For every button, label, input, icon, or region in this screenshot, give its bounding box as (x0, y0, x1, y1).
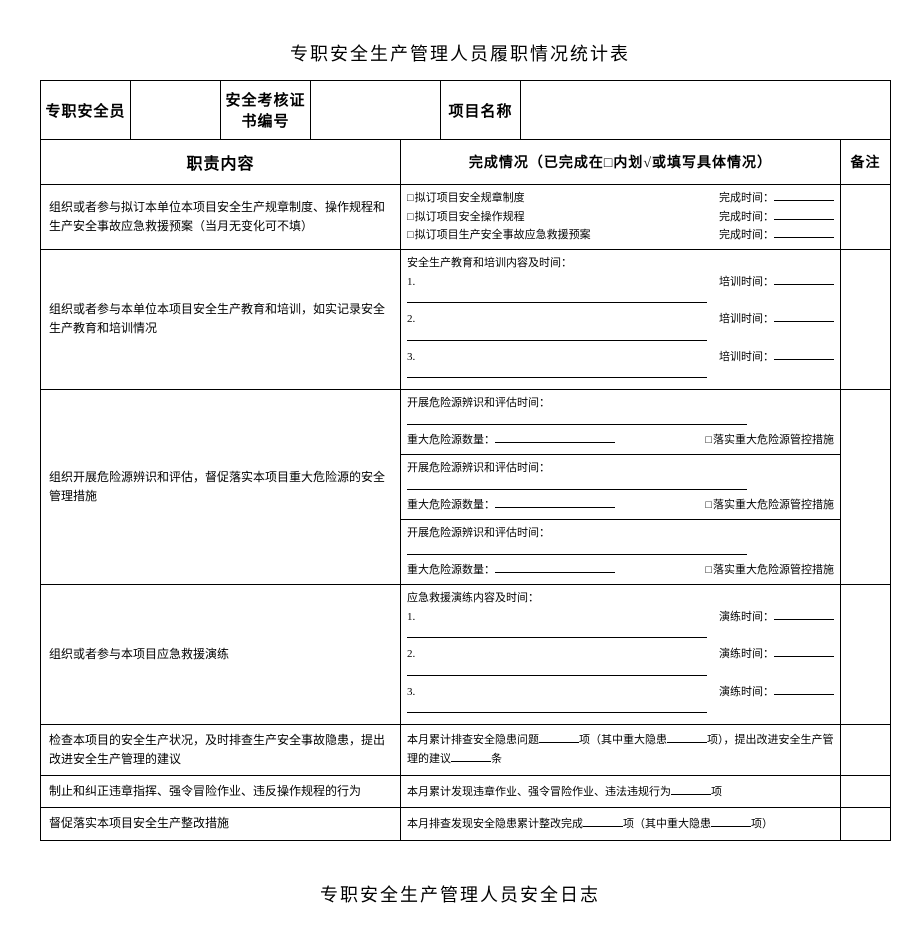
table-row: 制止和纠正违章指挥、强令冒险作业、违反操作规程的行为 本月累计发现违章作业、强令… (41, 776, 891, 808)
blank-line[interactable] (671, 784, 711, 795)
status-cell: 本月累计发现违章作业、强令冒险作业、违法违规行为项 (401, 776, 841, 808)
blank-line[interactable] (495, 562, 615, 573)
blank-line[interactable] (495, 497, 615, 508)
status-cell: 拟订项目安全规章制度完成时间： 拟订项目安全操作规程完成时间： 拟订项目生产安全… (401, 185, 841, 250)
page-title: 专职安全生产管理人员履职情况统计表 (40, 40, 880, 66)
duty-cell: 组织开展危险源辨识和评估，督促落实本项目重大危险源的安全管理措施 (41, 389, 401, 584)
table-row: 组织开展危险源辨识和评估，督促落实本项目重大危险源的安全管理措施 开展危险源辨识… (41, 389, 891, 454)
blank-line[interactable] (774, 227, 834, 238)
officer-label: 专职安全员 (41, 81, 131, 140)
blank-line[interactable] (774, 646, 834, 657)
status-cell: 开展危险源辨识和评估时间： 重大危险源数量：落实重大危险源管控措施 (401, 389, 841, 454)
status-cell: 开展危险源辨识和评估时间： 重大危险源数量：落实重大危险源管控措施 (401, 454, 841, 519)
blank-line[interactable] (774, 190, 834, 201)
duty-cell: 组织或者参与本项目应急救援演练 (41, 585, 401, 725)
blank-line[interactable] (407, 414, 747, 425)
status-cell: 本月排查发现安全隐患累计整改完成项（其中重大隐患项） (401, 808, 841, 840)
blank-line[interactable] (407, 367, 707, 378)
blank-line[interactable] (407, 702, 707, 713)
blank-line[interactable] (407, 544, 747, 555)
cert-value[interactable] (311, 81, 441, 140)
info-row: 专职安全员 安全考核证书编号 项目名称 (41, 81, 891, 140)
checkbox-icon[interactable] (407, 211, 415, 223)
checkbox-icon[interactable] (705, 564, 713, 576)
status-cell: 开展危险源辨识和评估时间： 重大危险源数量：落实重大危险源管控措施 (401, 520, 841, 585)
remark-cell[interactable] (841, 776, 891, 808)
blank-line[interactable] (407, 293, 707, 304)
table-row: 督促落实本项目安全生产整改措施 本月排查发现安全隐患累计整改完成项（其中重大隐患… (41, 808, 891, 840)
status-cell: 应急救援演练内容及时间： 1.演练时间： 2.演练时间： 3.演练时间： (401, 585, 841, 725)
remark-cell[interactable] (841, 808, 891, 840)
remark-cell[interactable] (841, 585, 891, 725)
table-row: 组织或者参与本单位本项目安全生产教育和培训，如实记录安全生产教育和培训情况 安全… (41, 250, 891, 390)
remark-cell[interactable] (841, 389, 891, 584)
remark-cell[interactable] (841, 250, 891, 390)
section-header-row: 职责内容 完成情况（已完成在□内划√或填写具体情况） 备注 (41, 140, 891, 185)
blank-line[interactable] (774, 209, 834, 220)
checkbox-icon[interactable] (407, 229, 415, 241)
table-row: 组织或者参与拟订本单位本项目安全生产规章制度、操作规程和生产安全事故应急救援预案… (41, 185, 891, 250)
status-cell: 本月累计排查安全隐患问题项（其中重大隐患项），提出改进安全生产管理的建议条 (401, 724, 841, 775)
blank-line[interactable] (667, 732, 707, 743)
main-table: 专职安全员 安全考核证书编号 项目名称 职责内容 完成情况（已完成在□内划√或填… (40, 80, 891, 841)
checkbox-icon[interactable] (705, 434, 713, 446)
cert-label: 安全考核证书编号 (221, 81, 311, 140)
blank-line[interactable] (407, 628, 707, 639)
blank-line[interactable] (539, 732, 579, 743)
checkbox-icon[interactable] (705, 499, 713, 511)
blank-line[interactable] (495, 432, 615, 443)
blank-line[interactable] (774, 609, 834, 620)
duty-cell: 制止和纠正违章指挥、强令冒险作业、违反操作规程的行为 (41, 776, 401, 808)
duty-cell: 组织或者参与本单位本项目安全生产教育和培训，如实记录安全生产教育和培训情况 (41, 250, 401, 390)
blank-line[interactable] (774, 274, 834, 285)
remark-cell[interactable] (841, 724, 891, 775)
duty-cell: 督促落实本项目安全生产整改措施 (41, 808, 401, 840)
officer-value[interactable] (131, 81, 221, 140)
status-cell: 安全生产教育和培训内容及时间： 1.培训时间： 2.培训时间： 3.培训时间： (401, 250, 841, 390)
table-row: 检查本项目的安全生产状况，及时排查生产安全事故隐患，提出改进安全生产管理的建议 … (41, 724, 891, 775)
project-label: 项目名称 (441, 81, 521, 140)
blank-line[interactable] (774, 684, 834, 695)
duty-cell: 检查本项目的安全生产状况，及时排查生产安全事故隐患，提出改进安全生产管理的建议 (41, 724, 401, 775)
project-value[interactable] (521, 81, 891, 140)
checkbox-icon[interactable] (407, 192, 415, 204)
blank-line[interactable] (583, 816, 623, 827)
blank-line[interactable] (407, 665, 707, 676)
page-subtitle: 专职安全生产管理人员安全日志 (40, 881, 880, 907)
remark-cell[interactable] (841, 185, 891, 250)
blank-line[interactable] (407, 479, 747, 490)
blank-line[interactable] (407, 330, 707, 341)
blank-line[interactable] (711, 816, 751, 827)
blank-line[interactable] (774, 349, 834, 360)
col-duty-header: 职责内容 (41, 140, 401, 185)
blank-line[interactable] (774, 311, 834, 322)
duty-cell: 组织或者参与拟订本单位本项目安全生产规章制度、操作规程和生产安全事故应急救援预案… (41, 185, 401, 250)
table-row: 组织或者参与本项目应急救援演练 应急救援演练内容及时间： 1.演练时间： 2.演… (41, 585, 891, 725)
col-status-header: 完成情况（已完成在□内划√或填写具体情况） (401, 140, 841, 185)
col-remark-header: 备注 (841, 140, 891, 185)
blank-line[interactable] (451, 751, 491, 762)
